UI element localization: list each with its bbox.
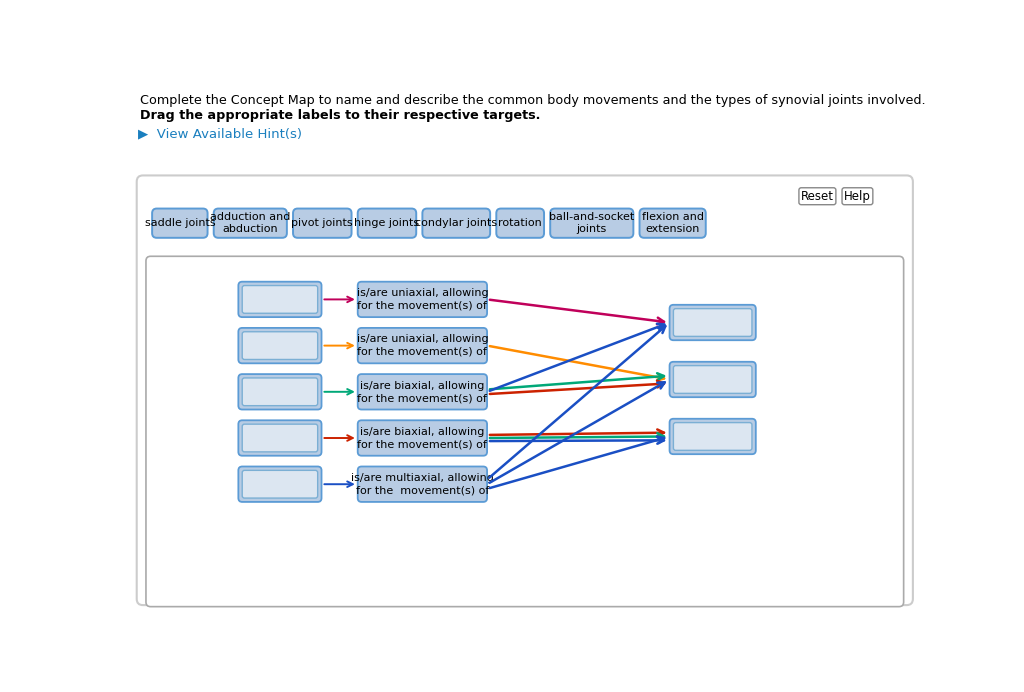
Text: is/are biaxial, allowing
for the movement(s) of: is/are biaxial, allowing for the movemen…: [357, 427, 487, 449]
FancyBboxPatch shape: [214, 208, 287, 238]
FancyBboxPatch shape: [243, 286, 317, 313]
Text: is/are biaxial, allowing
for the movement(s) of: is/are biaxial, allowing for the movemen…: [357, 381, 487, 403]
FancyBboxPatch shape: [239, 282, 322, 317]
FancyBboxPatch shape: [357, 466, 487, 502]
Text: Help: Help: [844, 190, 870, 203]
FancyBboxPatch shape: [670, 304, 756, 340]
FancyBboxPatch shape: [243, 424, 317, 452]
Text: is/are multiaxial, allowing
for the  movement(s) of: is/are multiaxial, allowing for the move…: [351, 473, 494, 495]
Text: is/are uniaxial, allowing
for the movement(s) of: is/are uniaxial, allowing for the moveme…: [356, 334, 488, 357]
FancyBboxPatch shape: [243, 471, 317, 498]
FancyBboxPatch shape: [670, 419, 756, 454]
FancyBboxPatch shape: [674, 365, 752, 393]
FancyBboxPatch shape: [153, 208, 208, 238]
Text: is/are uniaxial, allowing
for the movement(s) of: is/are uniaxial, allowing for the moveme…: [356, 288, 488, 311]
FancyBboxPatch shape: [239, 374, 322, 410]
FancyBboxPatch shape: [357, 328, 487, 363]
FancyBboxPatch shape: [497, 208, 544, 238]
FancyBboxPatch shape: [674, 423, 752, 450]
Text: ball-and-socket
joints: ball-and-socket joints: [549, 212, 635, 235]
FancyBboxPatch shape: [357, 282, 487, 317]
FancyBboxPatch shape: [674, 309, 752, 336]
FancyBboxPatch shape: [137, 176, 912, 605]
Text: ▶  View Available Hint(s): ▶ View Available Hint(s): [138, 127, 302, 140]
FancyBboxPatch shape: [422, 208, 490, 238]
FancyBboxPatch shape: [239, 328, 322, 363]
FancyBboxPatch shape: [243, 378, 317, 406]
Text: condylar joints: condylar joints: [415, 218, 498, 228]
FancyBboxPatch shape: [670, 362, 756, 397]
Text: saddle joints: saddle joints: [144, 218, 215, 228]
Text: pivot joints: pivot joints: [292, 218, 353, 228]
Text: flexion and
extension: flexion and extension: [642, 212, 703, 235]
FancyBboxPatch shape: [146, 256, 903, 607]
Text: Drag the appropriate labels to their respective targets.: Drag the appropriate labels to their res…: [140, 109, 541, 122]
FancyBboxPatch shape: [357, 374, 487, 410]
FancyBboxPatch shape: [239, 466, 322, 502]
FancyBboxPatch shape: [842, 188, 872, 205]
FancyBboxPatch shape: [550, 208, 634, 238]
FancyBboxPatch shape: [293, 208, 351, 238]
FancyBboxPatch shape: [357, 420, 487, 456]
FancyBboxPatch shape: [357, 208, 416, 238]
FancyBboxPatch shape: [243, 331, 317, 359]
Text: rotation: rotation: [499, 218, 542, 228]
Text: adduction and
abduction: adduction and abduction: [210, 212, 291, 235]
FancyBboxPatch shape: [640, 208, 706, 238]
FancyBboxPatch shape: [239, 420, 322, 456]
Text: Reset: Reset: [801, 190, 834, 203]
FancyBboxPatch shape: [799, 188, 836, 205]
Text: Complete the Concept Map to name and describe the common body movements and the : Complete the Concept Map to name and des…: [140, 94, 926, 107]
Text: hinge joints: hinge joints: [354, 218, 420, 228]
